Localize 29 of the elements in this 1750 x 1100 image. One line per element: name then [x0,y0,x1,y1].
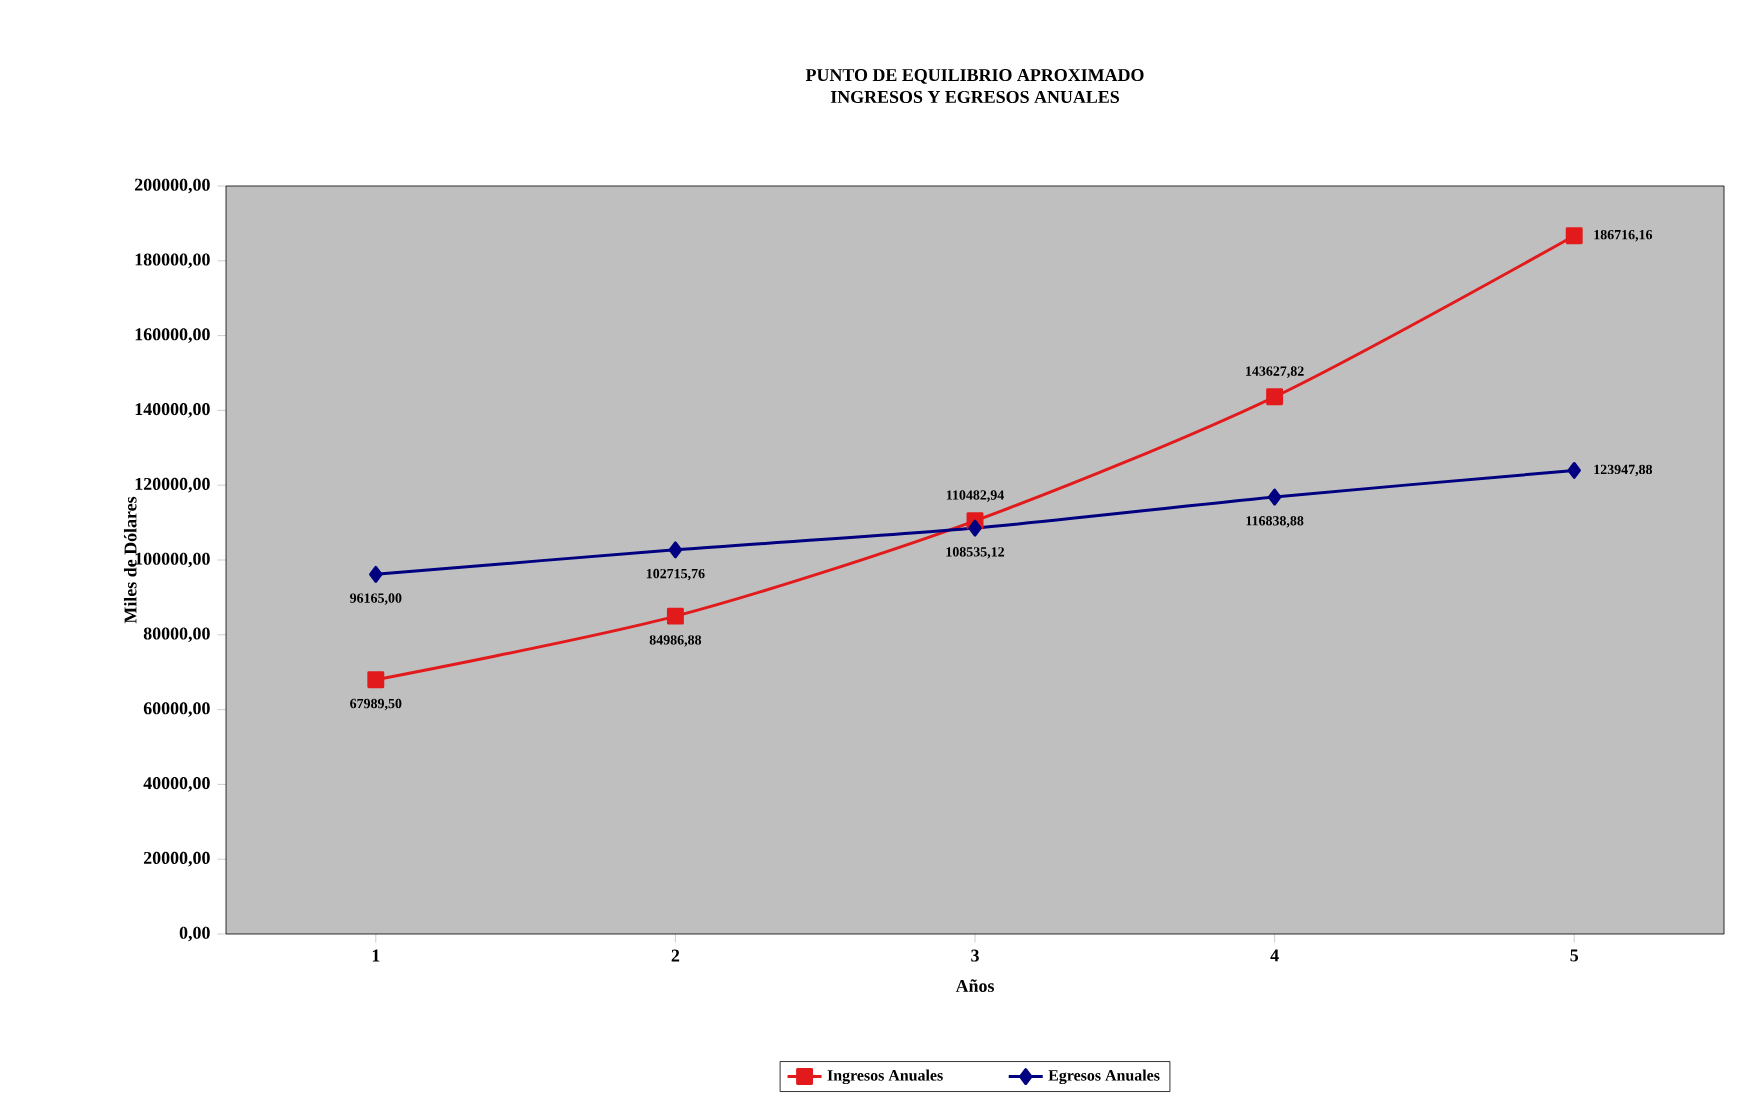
point [369,565,383,583]
point [1267,488,1282,506]
y-tick-label: 100000,00 [135,552,210,568]
point [968,519,982,537]
point [1567,461,1581,479]
point [1266,388,1284,406]
y-tick-label: 120000,00 [135,477,210,493]
point [666,607,684,625]
chart-subtitle: INGRESOS Y EGRESOS ANUALES [830,90,1119,104]
y-tick-label: 20000,00 [143,851,210,867]
y-tick-label: 200000,00 [134,178,210,194]
point [1565,227,1583,245]
x-tick-label: 3 [971,949,979,962]
y-tick-label: 60000,00 [143,702,210,717]
x-tick-label: 1 [372,949,380,962]
point [367,671,385,689]
y-axis-title: Miles de Dólares [123,496,137,624]
point [668,541,683,559]
x-tick-label: 5 [1570,949,1579,962]
y-tick-label: 140000,00 [135,403,210,418]
y-tick-label: 0,00 [179,926,210,942]
y-tick-label: 180000,00 [135,253,210,269]
chart-title: PUNTO DE EQUILIBRIO APROXIMADO [805,69,1144,84]
y-tick-label: 40000,00 [143,777,210,792]
x-tick-label: 4 [1270,949,1279,962]
x-tick-label: 2 [671,949,680,962]
y-tick-label: 80000,00 [143,627,210,643]
y-tick-label: 160000,00 [135,328,210,343]
x-axis-title: Años [955,979,994,992]
